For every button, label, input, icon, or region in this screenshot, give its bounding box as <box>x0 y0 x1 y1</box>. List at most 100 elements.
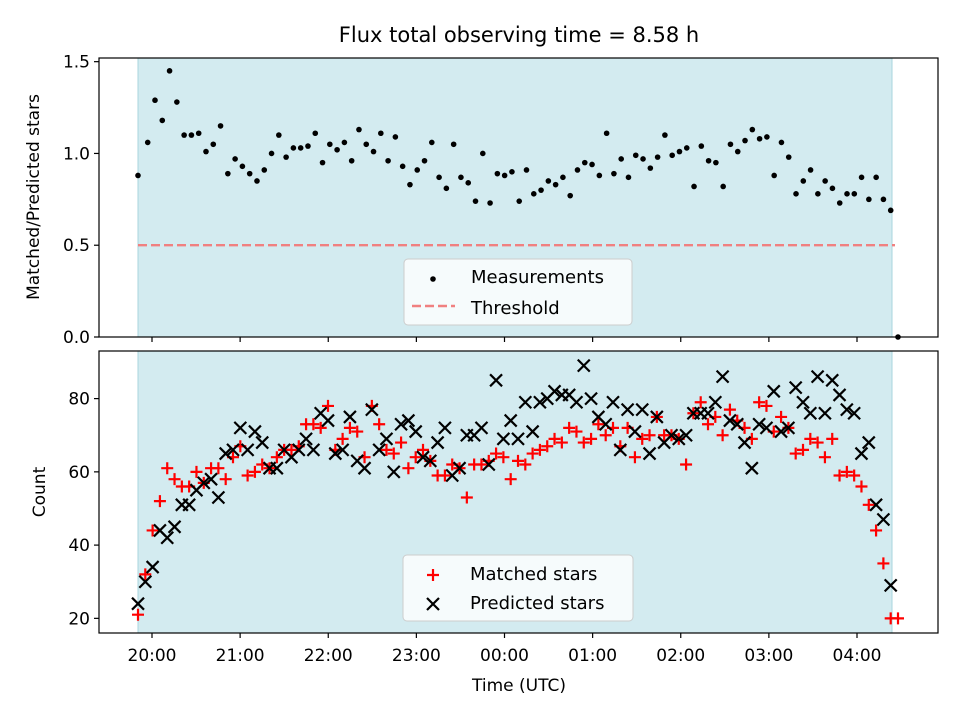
measurement-point <box>232 156 238 162</box>
predicted-star-point <box>489 373 503 388</box>
matched-star-point <box>848 469 861 482</box>
measurement-point <box>764 134 770 140</box>
legend-measurements-marker <box>430 276 436 282</box>
bottom-x-tick-label: 00:00 <box>480 646 529 666</box>
matched-star-point <box>460 491 473 504</box>
measurement-point <box>472 198 479 204</box>
matched-star-point <box>628 451 641 464</box>
top-y-tick-label: 0.0 <box>63 328 90 348</box>
bottom-y-tick-label: 80 <box>68 390 90 410</box>
predicted-star-point <box>679 428 693 443</box>
predicted-star-point <box>196 476 211 490</box>
measurement-point <box>378 130 384 137</box>
measurement-point <box>662 132 668 138</box>
measurement-point <box>225 170 231 177</box>
predicted-star-point <box>511 432 525 446</box>
measurement-point <box>603 130 610 137</box>
predicted-star-point <box>752 417 766 432</box>
matched-star-point <box>270 451 283 464</box>
matched-star-point <box>153 495 166 508</box>
bottom-legend-box <box>402 554 634 622</box>
predicted-star-point <box>825 373 840 388</box>
predicted-star-point <box>182 498 196 512</box>
matched-star-point <box>132 608 144 621</box>
predicted-star-point <box>613 443 628 457</box>
predicted-star-point <box>796 395 810 410</box>
predicted-star-point <box>291 443 306 457</box>
bottom-x-tick-label: 02:00 <box>656 646 705 666</box>
measurement-point <box>778 139 785 146</box>
measurement-point <box>174 99 180 105</box>
predicted-star-point <box>576 358 591 373</box>
measurement-point <box>516 198 523 204</box>
measurement-point <box>742 137 748 144</box>
measurement-point <box>567 192 574 199</box>
legend-matched-label: Matched stars <box>470 564 597 585</box>
predicted-star-point <box>240 443 255 457</box>
predicted-star-point <box>255 435 270 450</box>
predicted-star-point <box>430 435 445 450</box>
measurement-point <box>181 132 187 138</box>
measurement-point <box>887 207 894 214</box>
matched-star-point <box>417 443 429 456</box>
bottom-panel: 20 40 60 80 20:00 21:00 22:00 23:00 00:00 01:00 0… <box>30 350 939 696</box>
measurement-point <box>421 157 428 164</box>
top-y-tick-label: 1.0 <box>63 144 90 164</box>
measurement-point <box>436 174 442 181</box>
predicted-star-point <box>671 432 686 446</box>
matched-star-point <box>840 465 853 478</box>
predicted-star-point <box>818 406 832 421</box>
measurement-point <box>676 148 683 155</box>
predicted-star-point <box>715 369 730 384</box>
matched-star-point <box>219 473 232 486</box>
matched-star-point <box>541 440 554 453</box>
measurement-point <box>246 170 253 177</box>
bottom-x-tick-label: 22:00 <box>304 646 353 666</box>
matched-star-point <box>285 443 298 456</box>
predicted-star-point <box>781 421 796 435</box>
predicted-star-point <box>620 402 635 417</box>
measurement-point <box>305 143 311 149</box>
predicted-star-point <box>481 457 496 472</box>
measurement-point <box>654 154 661 160</box>
predicted-star-point <box>708 395 723 410</box>
matched-star-point <box>892 612 904 625</box>
measurement-point <box>356 126 362 133</box>
predicted-star-point <box>525 424 540 439</box>
measurement-point <box>705 157 712 164</box>
predicted-star-point <box>321 413 335 428</box>
predicted-star-point <box>394 417 408 432</box>
matched-star-point <box>307 418 320 431</box>
predicted-star-point <box>854 446 869 461</box>
matched-star-point <box>343 421 356 434</box>
measurement-point <box>319 159 326 166</box>
matched-star-point <box>146 524 159 537</box>
measurement-point <box>771 172 777 179</box>
predicted-star-point <box>306 443 321 457</box>
measurement-point <box>392 134 399 140</box>
matched-star-point <box>753 396 766 409</box>
predicted-star-point <box>503 413 518 428</box>
measurement-point <box>327 141 333 148</box>
measurement-point <box>195 130 202 137</box>
measurement-point <box>429 139 435 146</box>
legend-predicted-label: Predicted stars <box>470 593 604 614</box>
measurement-point <box>334 146 340 153</box>
predicted-star-point <box>533 395 547 410</box>
predicted-star-point <box>270 461 284 475</box>
predicted-star-point <box>664 428 679 443</box>
bottom-y-tick-label: 40 <box>68 536 90 556</box>
matched-star-point <box>855 480 868 493</box>
figure-title: Flux total observing time = 8.58 h <box>339 23 699 47</box>
predicted-star-point <box>861 435 876 450</box>
predicted-star-point <box>810 369 825 384</box>
bottom-x-tick-label: 21:00 <box>216 646 265 666</box>
predicted-star-point <box>211 490 226 505</box>
bottom-axes-frame <box>98 350 939 634</box>
measurement-point <box>276 132 282 138</box>
predicted-star-point <box>218 446 233 461</box>
matched-star-point <box>373 418 386 431</box>
predicted-star-point <box>438 421 452 435</box>
predicted-star-point <box>379 432 394 446</box>
measurement-point <box>144 139 151 146</box>
